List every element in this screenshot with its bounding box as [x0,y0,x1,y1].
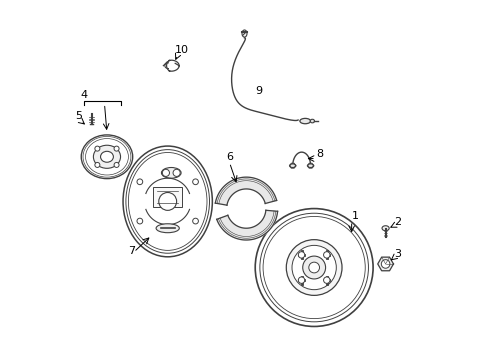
Ellipse shape [93,145,121,168]
Text: 10: 10 [175,45,188,55]
Circle shape [137,218,142,224]
Circle shape [259,213,367,322]
Circle shape [323,252,329,258]
Ellipse shape [128,153,206,250]
FancyBboxPatch shape [153,187,182,207]
Ellipse shape [381,226,388,231]
Circle shape [263,216,365,319]
Polygon shape [215,177,276,205]
Ellipse shape [299,118,310,124]
Circle shape [308,262,319,273]
Circle shape [114,146,119,151]
Text: 8: 8 [315,149,323,159]
Circle shape [95,146,100,151]
Circle shape [381,260,389,268]
Polygon shape [216,210,277,240]
Ellipse shape [289,164,295,167]
Ellipse shape [309,119,314,123]
Circle shape [323,277,329,283]
Ellipse shape [123,146,212,257]
Polygon shape [377,257,393,271]
Text: 3: 3 [393,249,400,259]
Circle shape [192,218,198,224]
Circle shape [159,193,176,210]
Circle shape [173,169,180,176]
Ellipse shape [242,30,246,37]
Circle shape [298,252,304,258]
Ellipse shape [156,224,179,233]
Circle shape [192,179,198,185]
Ellipse shape [161,167,181,178]
Text: 7: 7 [128,246,135,256]
Circle shape [285,240,341,296]
Circle shape [114,162,119,167]
Text: 4: 4 [80,90,87,100]
Ellipse shape [125,150,209,253]
Circle shape [137,179,142,185]
Circle shape [291,246,336,290]
Circle shape [162,169,169,176]
Text: 9: 9 [255,86,262,96]
Text: 2: 2 [393,217,400,227]
Circle shape [95,162,100,167]
Ellipse shape [307,164,313,167]
Circle shape [298,277,304,283]
Circle shape [255,208,372,327]
Text: 6: 6 [226,152,233,162]
Text: 1: 1 [351,211,358,221]
Ellipse shape [81,135,132,179]
Ellipse shape [101,151,113,162]
Circle shape [302,256,325,279]
Text: 5: 5 [75,111,81,121]
